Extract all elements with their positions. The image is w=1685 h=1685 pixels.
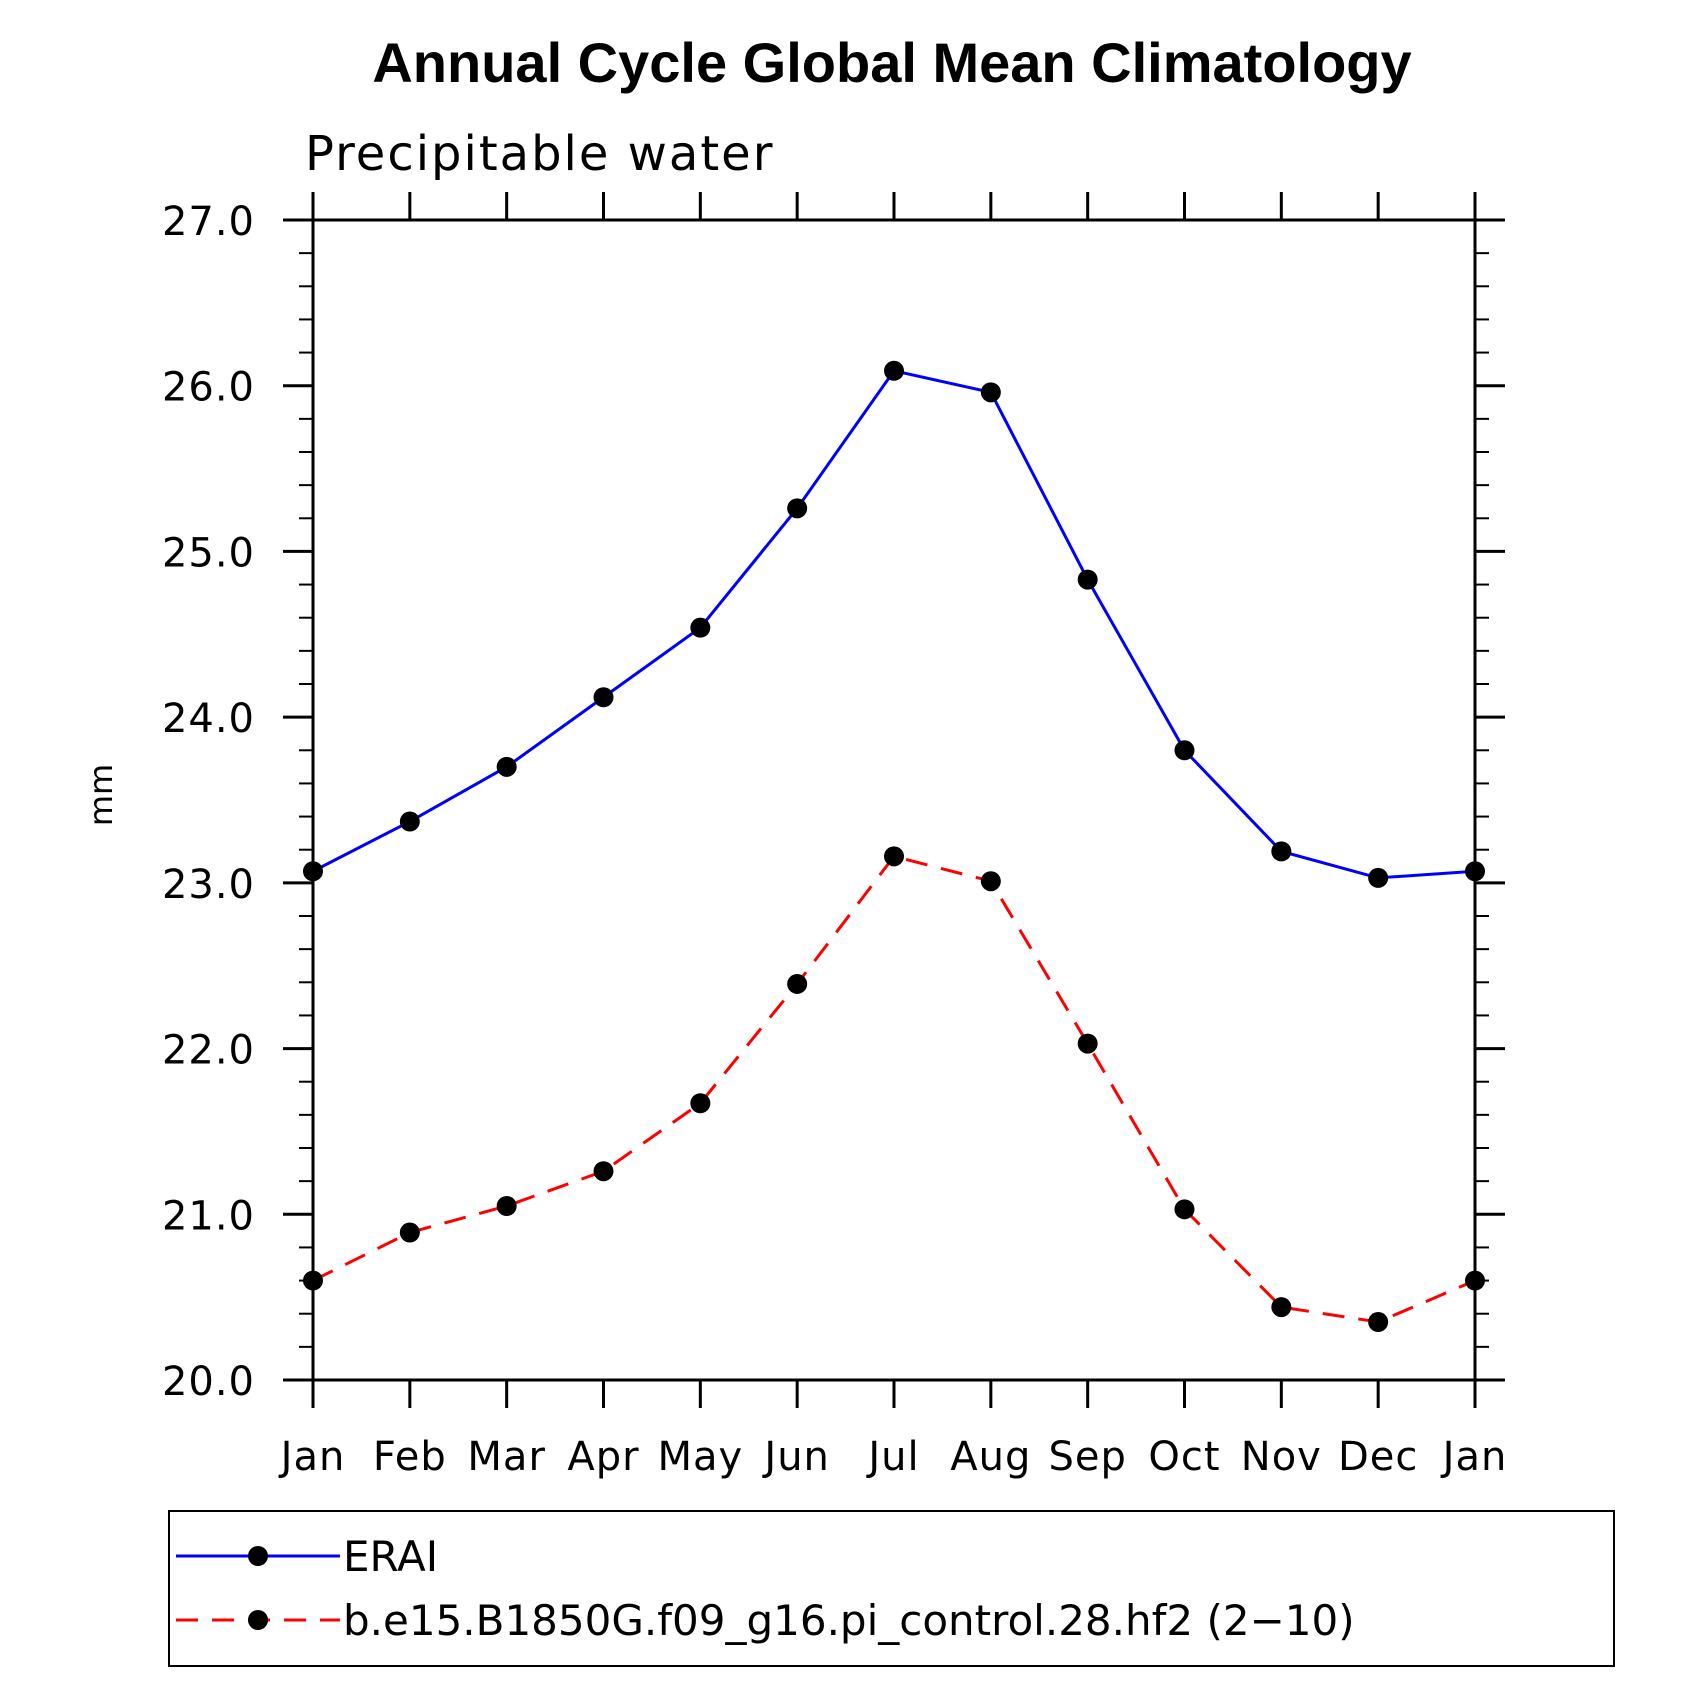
y-tick-label: 22.0 [162, 1028, 255, 1074]
x-tick-label: Feb [373, 1434, 447, 1480]
y-tick-label: 24.0 [162, 696, 255, 742]
series-1-point [1368, 867, 1389, 888]
series-1-point [593, 687, 614, 708]
x-tick-label: Dec [1338, 1434, 1418, 1480]
series-line-2 [312, 854, 1476, 1324]
series-2-point [690, 1093, 711, 1114]
series-1-point [1174, 740, 1195, 761]
series-2-point [593, 1161, 614, 1182]
chart-title: Annual Cycle Global Mean Climatology [372, 31, 1411, 94]
y-tick-label: 25.0 [162, 530, 255, 576]
legend-marker-1 [248, 1546, 268, 1566]
series-2-point [496, 1196, 517, 1216]
x-tick-label: Mar [467, 1434, 545, 1480]
series-2-point [1271, 1297, 1292, 1318]
legend-label-1: ERAI [343, 1532, 438, 1581]
x-tick-label: Apr [567, 1434, 639, 1480]
axis-ticks [283, 192, 1505, 1408]
x-tick-label: Jan [1440, 1434, 1508, 1480]
plot-frame [311, 218, 1477, 1382]
x-tick-label: Jul [865, 1434, 919, 1480]
legend-label-2: b.e15.B1850G.f09_g16.pi_control.28.hf2 (… [343, 1596, 1355, 1645]
axis-tick-labels: Jan Feb Mar Apr May Jun Jul Aug Sep Oct Nov Dec Jan 2… [162, 199, 1508, 1480]
x-tick-label: Nov [1241, 1434, 1322, 1480]
series-2-point [1174, 1199, 1195, 1220]
series-2-point [980, 871, 1001, 892]
x-tick-label: Jun [761, 1434, 830, 1480]
y-tick-label: 26.0 [162, 365, 255, 411]
series-line-1 [312, 369, 1476, 880]
y-tick-label: 27.0 [162, 199, 255, 245]
series-1-point [399, 811, 420, 832]
x-tick-label: May [657, 1434, 743, 1480]
series-2-point [1077, 1033, 1098, 1054]
y-axis-label: mm [82, 764, 120, 826]
series-2-point [399, 1222, 420, 1243]
series-1-point [1271, 841, 1292, 862]
legend-box [168, 1510, 1615, 1667]
series-2-point [787, 973, 808, 994]
series-2-point [884, 846, 904, 867]
x-tick-label: Oct [1148, 1434, 1220, 1480]
series-1-point [787, 498, 808, 519]
y-tick-label: 21.0 [162, 1193, 255, 1239]
x-tick-label: Sep [1048, 1434, 1126, 1480]
legend-marker-2 [248, 1610, 268, 1630]
series-1-point [496, 756, 517, 777]
y-tick-label: 23.0 [162, 862, 255, 908]
series-layer [303, 360, 1485, 1332]
chart-subtitle: Precipitable water [305, 126, 774, 182]
x-tick-label: Jan [278, 1434, 346, 1480]
y-tick-label: 20.0 [162, 1359, 255, 1405]
x-tick-label: Aug [950, 1434, 1031, 1480]
series-1-point [1077, 569, 1098, 590]
series-1-point [980, 382, 1001, 403]
series-2-point [1368, 1312, 1389, 1332]
legend: ERAI b.e15.B1850G.f09_g16.pi_control.28.h… [168, 1510, 1615, 1667]
series-1-point [884, 360, 904, 381]
series-1-point [690, 617, 711, 638]
